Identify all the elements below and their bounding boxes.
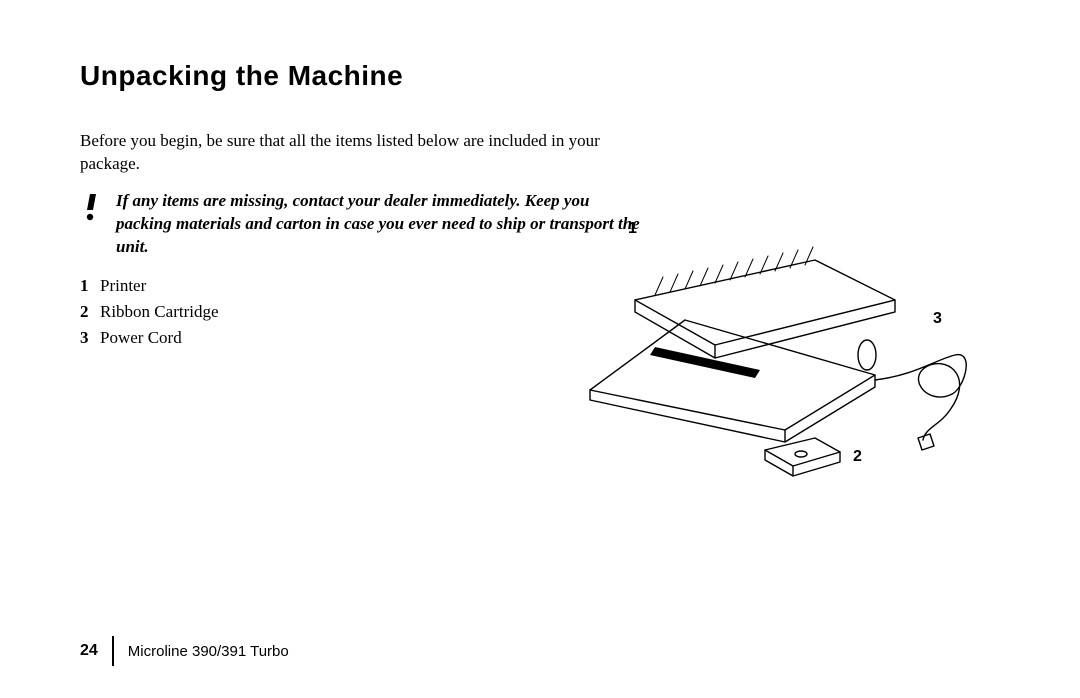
item-label: Ribbon Cartridge	[100, 299, 219, 325]
page-heading: Unpacking the Machine	[80, 60, 1000, 92]
item-number: 2	[80, 299, 94, 325]
manual-page: Unpacking the Machine Before you begin, …	[0, 0, 1080, 698]
page-footer: 24 Microline 390/391 Turbo	[80, 636, 289, 666]
item-number: 1	[80, 273, 94, 299]
callout-label-1: 1	[628, 220, 637, 238]
intro-paragraph: Before you begin, be sure that all the i…	[80, 130, 600, 176]
footer-divider	[112, 636, 114, 666]
callout-label-3: 3	[933, 310, 942, 328]
page-number: 24	[80, 642, 98, 660]
item-number: 3	[80, 325, 94, 351]
doc-title: Microline 390/391 Turbo	[128, 643, 289, 660]
printer-illustration: 1 3 2	[555, 200, 995, 490]
callout-label-2: 2	[853, 448, 862, 466]
item-label: Printer	[100, 273, 146, 299]
item-label: Power Cord	[100, 325, 182, 351]
caution-icon	[80, 190, 102, 227]
